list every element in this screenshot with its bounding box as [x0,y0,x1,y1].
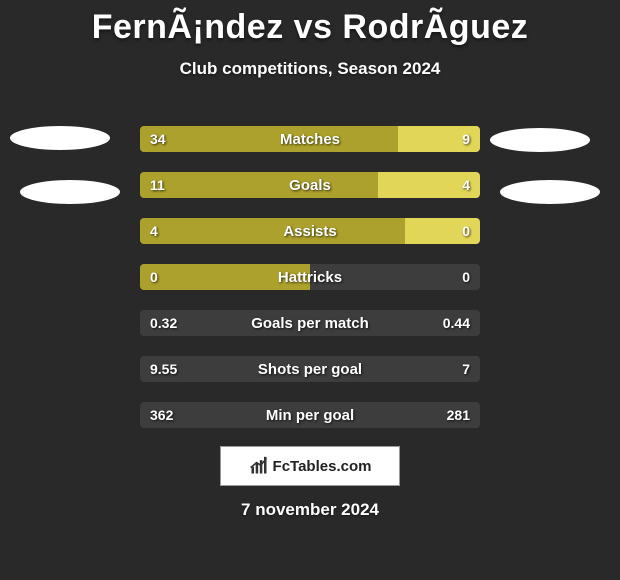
stat-label: Goals per match [140,310,480,336]
stat-row: 11Goals4 [140,172,480,198]
stat-value-right: 0.44 [443,310,470,336]
team-badge-placeholder [10,126,110,150]
stat-label: Min per goal [140,402,480,428]
subtitle: Club competitions, Season 2024 [0,59,620,79]
page-title: FernÃ¡ndez vs RodrÃ­guez [0,0,620,47]
stat-label: Goals [140,172,480,198]
stat-label: Shots per goal [140,356,480,382]
date-text: 7 november 2024 [0,500,620,520]
stat-value-right: 0 [462,218,470,244]
stat-row: 4Assists0 [140,218,480,244]
team-badge-placeholder [490,128,590,152]
stat-value-right: 7 [462,356,470,382]
stat-label: Assists [140,218,480,244]
stat-row: 362Min per goal281 [140,402,480,428]
stat-row: 34Matches9 [140,126,480,152]
team-badge-placeholder [20,180,120,204]
stat-value-right: 9 [462,126,470,152]
stat-value-right: 0 [462,264,470,290]
logo-badge: FcTables.com [220,446,400,486]
team-badge-placeholder [500,180,600,204]
stat-label: Matches [140,126,480,152]
chart-icon [249,456,269,476]
stat-label: Hattricks [140,264,480,290]
stat-value-right: 4 [462,172,470,198]
stat-row: 9.55Shots per goal7 [140,356,480,382]
stat-row: 0.32Goals per match0.44 [140,310,480,336]
logo-text: FcTables.com [273,458,372,475]
stat-value-right: 281 [447,402,470,428]
stat-row: 0Hattricks0 [140,264,480,290]
comparison-chart: 34Matches911Goals44Assists00Hattricks00.… [140,126,480,448]
